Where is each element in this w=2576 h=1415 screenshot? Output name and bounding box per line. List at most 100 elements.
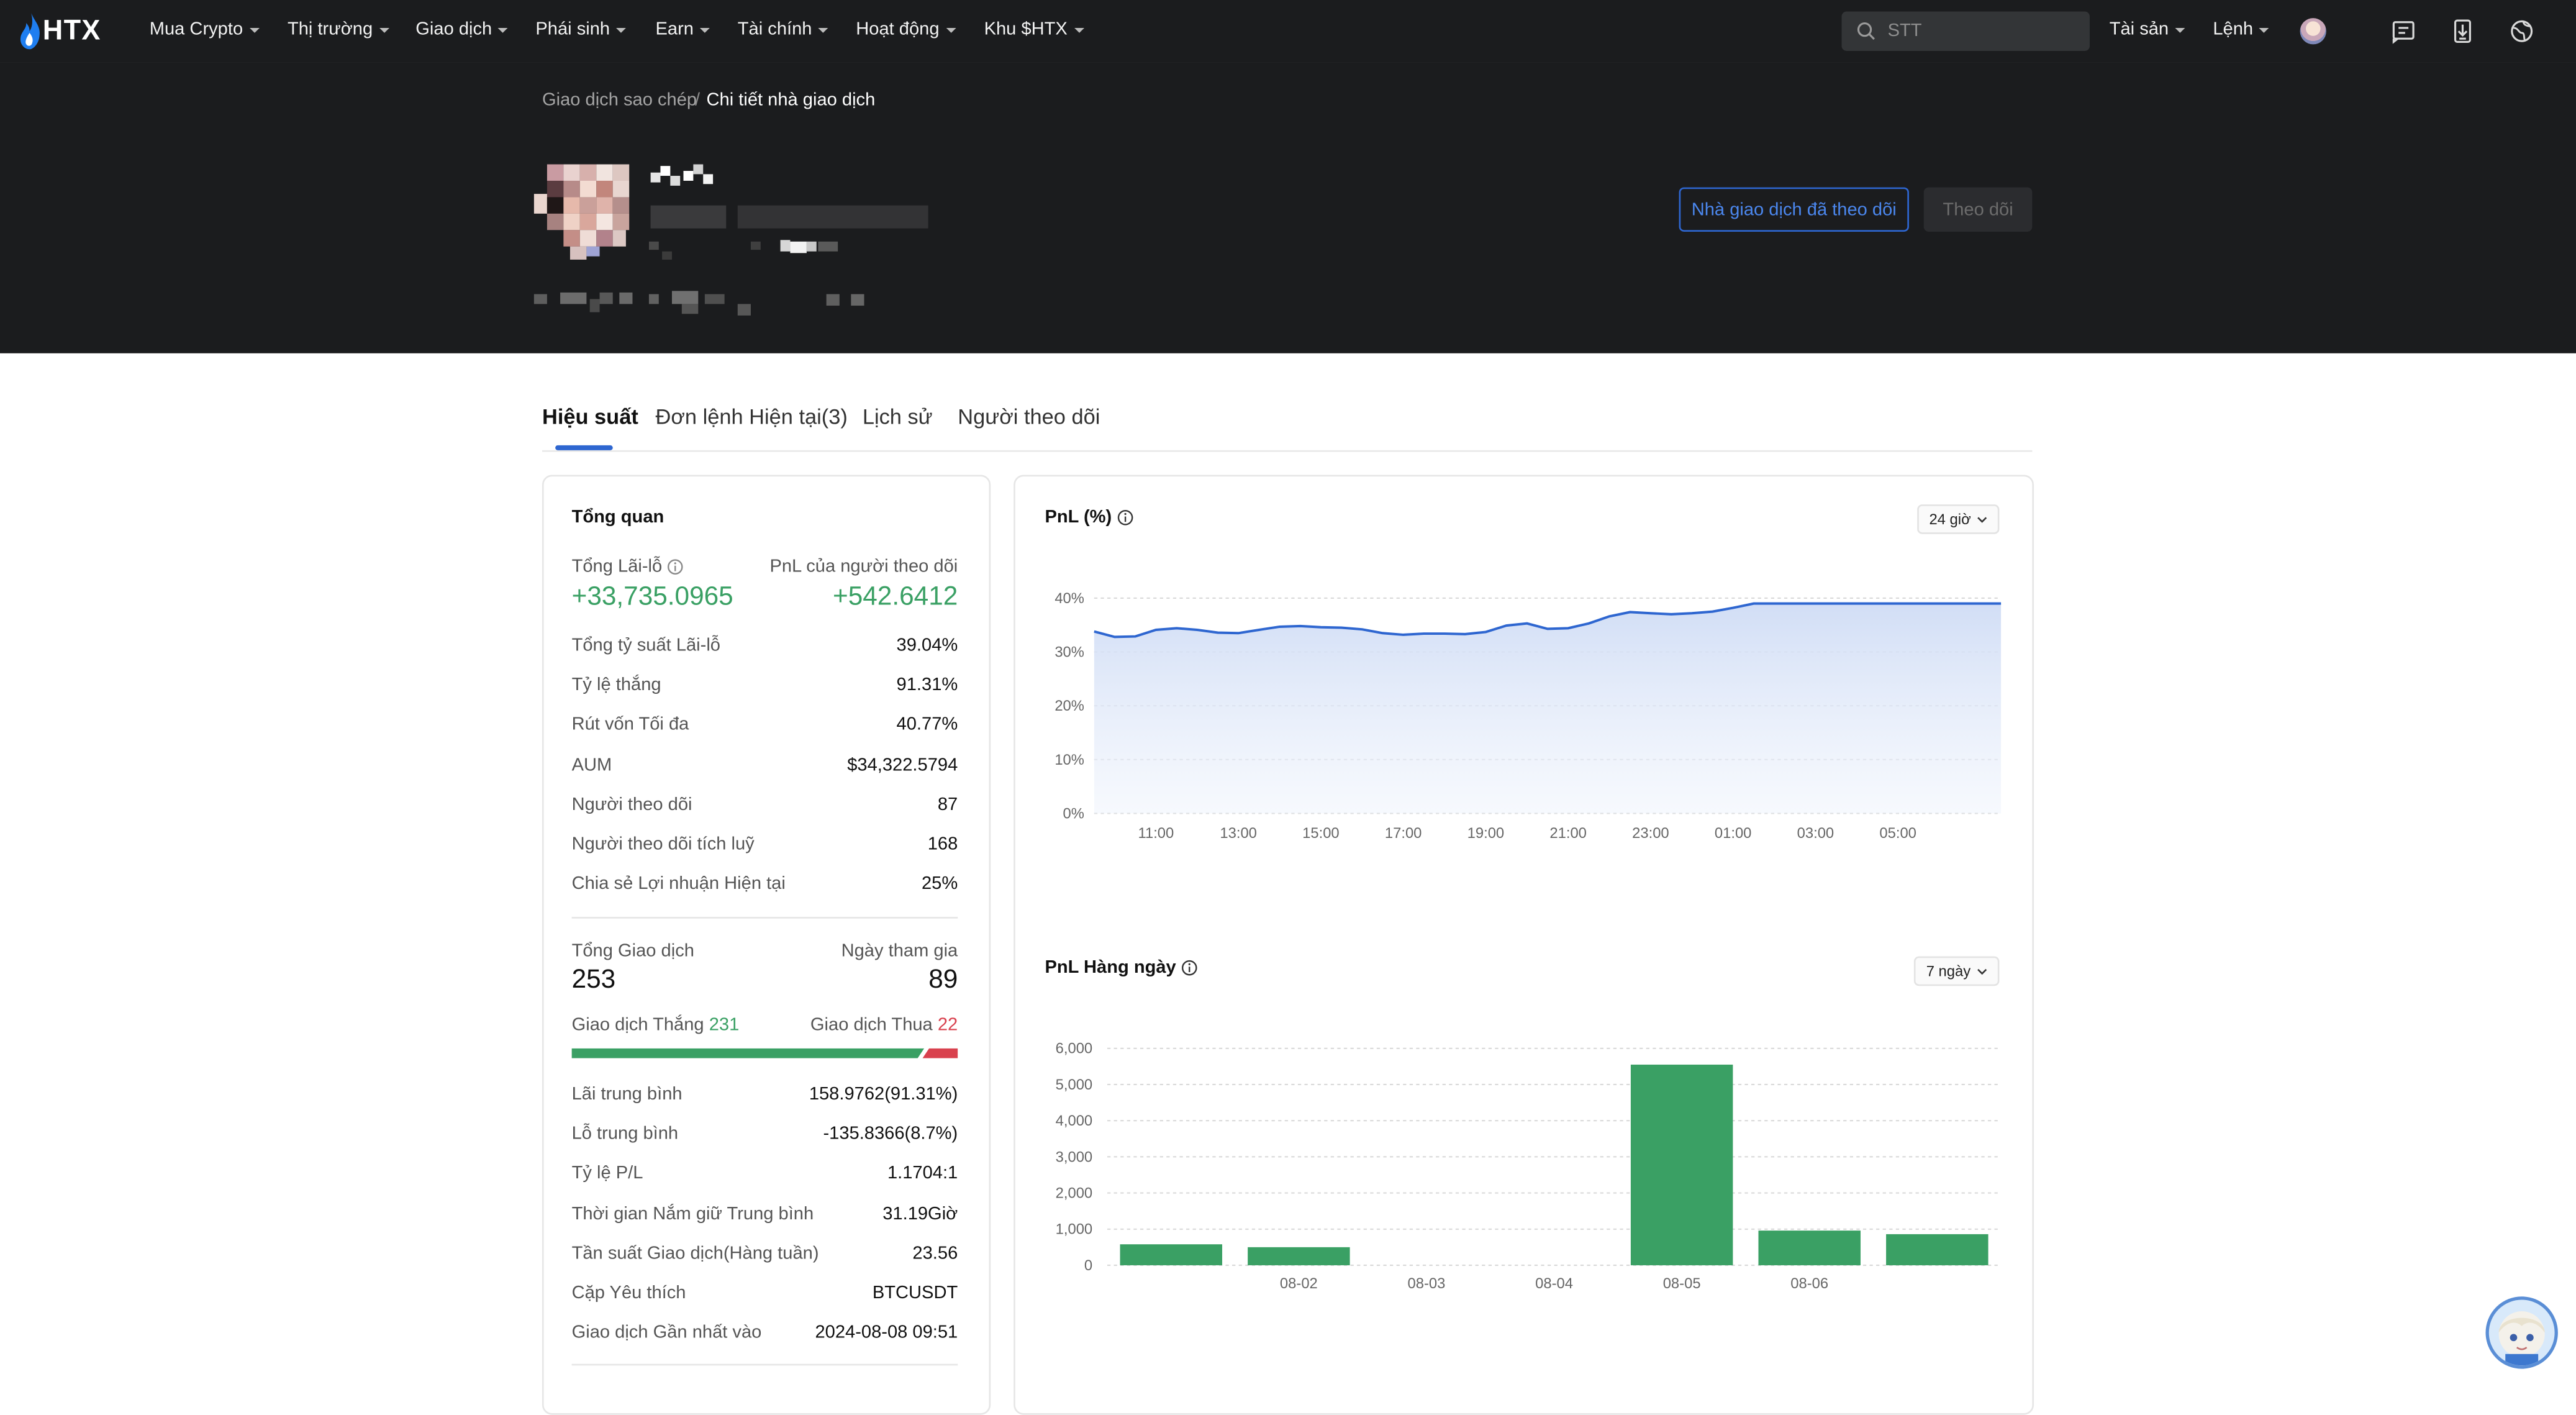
stat-value: 23.56 (912, 1244, 958, 1263)
nav-orders[interactable]: Lệnh (2213, 20, 2270, 39)
search-box[interactable] (1841, 11, 2090, 52)
nav-label: Phái sinh (535, 19, 610, 40)
daily-pnl-bar[interactable] (1248, 1247, 1350, 1265)
globe-icon[interactable] (2509, 18, 2535, 44)
x-tick-label: 11:00 (1138, 825, 1174, 842)
tab-followers[interactable]: Người theo dõi (958, 404, 1100, 429)
stat-value: 31.19Giờ (882, 1204, 958, 1224)
daily-pnl-bar[interactable] (1630, 1064, 1733, 1265)
info-icon[interactable] (1117, 509, 1133, 526)
join-days-label: Ngày tham gia (841, 941, 958, 962)
trader-hero (0, 62, 2576, 353)
follower-pnl-label: PnL của người theo dõi (769, 557, 958, 577)
caret-down-icon (2259, 27, 2270, 33)
caret-down-icon (700, 27, 710, 33)
logo-text: HTX (42, 14, 101, 47)
x-tick-label: 19:00 (1467, 825, 1505, 842)
loss-trades: Giao dịch Thua 22 (810, 1016, 958, 1035)
breadcrumb-current: Chi tiết nhà giao dịch (706, 90, 876, 111)
nav-earn[interactable]: Earn (656, 20, 710, 39)
divider (571, 917, 958, 919)
y-tick-label: 4,000 (1056, 1112, 1093, 1129)
daily-pnl-bar[interactable] (1886, 1234, 1989, 1265)
trader-info-blur (650, 205, 727, 229)
top-navbar: HTX Mua Crypto Thị trường Giao dịch Phái… (0, 0, 2576, 63)
daily-pnl-bar[interactable] (1120, 1244, 1223, 1265)
follow-button[interactable]: Theo dõi (1923, 187, 2033, 232)
stat-label: Người theo dõi tích luỹ (571, 834, 755, 855)
tab-history[interactable]: Lịch sử (862, 404, 933, 429)
stat-label: Rút vốn Tối đa (571, 715, 689, 735)
nav-finance[interactable]: Tài chính (738, 20, 828, 39)
x-tick-label: 17:00 (1385, 825, 1422, 842)
win-loss-ratio-bar (571, 1048, 958, 1058)
daily-pnl-bar[interactable] (1758, 1231, 1861, 1265)
stat-label: Người theo dõi (571, 794, 692, 815)
stat-value: 87 (937, 794, 958, 815)
total-trades-value: 253 (571, 966, 616, 994)
loss-bar-segment (922, 1048, 958, 1058)
daily-range-dropdown[interactable]: 7 ngày (1913, 956, 2000, 986)
x-tick-label: 08-04 (1535, 1275, 1573, 1292)
tab-bar: Hiệu suất Đơn lệnh Hiện tại(3) Lịch sử N… (542, 404, 2033, 452)
y-tick-label: 5,000 (1056, 1076, 1093, 1093)
pnl-range-dropdown[interactable]: 24 giờ (1917, 504, 2000, 534)
y-tick-label: 1,000 (1056, 1221, 1093, 1238)
stat-label: Chia sẻ Lợi nhuận Hiện tại (571, 874, 786, 894)
download-icon[interactable] (2449, 18, 2475, 44)
y-tick-label: 0% (1063, 805, 1084, 822)
htx-logo[interactable]: HTX (20, 13, 101, 50)
daily-pnl-chart[interactable]: 0 1,000 2,000 3,000 4,000 5,000 6,000 08-02 08-0… (1035, 1027, 2021, 1306)
trader-meta-pixelated (648, 240, 838, 260)
nav-htx-zone[interactable]: Khu $HTX (984, 20, 1084, 39)
caret-down-icon (2175, 27, 2185, 33)
nav-buy-crypto[interactable]: Mua Crypto (150, 20, 260, 39)
overview-card (542, 475, 991, 1415)
stat-value: 2024-08-08 09:51 (815, 1323, 958, 1343)
caret-down-icon (379, 27, 389, 33)
tab-performance[interactable]: Hiệu suất (542, 404, 638, 429)
stat-value: BTCUSDT (872, 1283, 958, 1303)
x-tick-label: 21:00 (1549, 825, 1587, 842)
pnl-percent-chart[interactable]: 0% 10% 20% 30% 40% 11:00 13:00 15:00 17:00 19:00 2… (1035, 575, 2021, 855)
y-tick-label: 2,000 (1056, 1185, 1093, 1201)
nav-activities[interactable]: Hoạt động (856, 19, 956, 40)
search-input[interactable] (1887, 16, 2069, 47)
join-days-value: 89 (928, 966, 958, 994)
y-tick-label: 30% (1054, 644, 1084, 660)
pnl-area (1094, 603, 2002, 814)
nav-markets[interactable]: Thị trường (288, 20, 389, 39)
x-tick-label: 08-05 (1663, 1275, 1701, 1292)
support-chat-avatar[interactable] (2485, 1296, 2558, 1369)
tab-current-orders[interactable]: Đơn lệnh Hiện tại(3) (655, 404, 848, 429)
info-icon[interactable] (667, 559, 683, 575)
nav-label: Hoạt động (856, 19, 940, 40)
daily-pnl-title: PnL Hàng ngày (1045, 958, 1197, 978)
info-icon[interactable] (1181, 960, 1197, 976)
support-avatar-icon (2498, 1311, 2545, 1366)
x-tick-label: 08-02 (1280, 1275, 1318, 1292)
breadcrumb-separator: / (695, 90, 701, 111)
win-bar-segment (571, 1048, 925, 1058)
x-tick-label: 01:00 (1715, 825, 1752, 842)
stat-value: -135.8366(8.7%) (823, 1124, 958, 1144)
followed-traders-button[interactable]: Nhà giao dịch đã theo dõi (1679, 187, 1909, 232)
range-label: 7 ngày (1926, 963, 1971, 980)
stat-value: 1.1704:1 (887, 1163, 958, 1184)
nav-assets[interactable]: Tài sản (2110, 20, 2185, 39)
message-icon[interactable] (2390, 18, 2416, 44)
stat-value: $34,322.5794 (847, 755, 958, 775)
nav-trade[interactable]: Giao dịch (415, 20, 509, 39)
stat-value: 158.9762(91.31%) (809, 1084, 958, 1104)
nav-derivatives[interactable]: Phái sinh (535, 19, 627, 40)
win-trades-value: 231 (709, 1015, 740, 1035)
stat-label: AUM (571, 755, 612, 775)
stat-label: Tần suất Giao dịch(Hàng tuần) (571, 1244, 819, 1263)
caret-down-icon (498, 27, 509, 33)
breadcrumb-parent[interactable]: Giao dịch sao chép (542, 90, 697, 111)
active-tab-indicator (555, 445, 613, 450)
x-tick-label: 15:00 (1302, 825, 1340, 842)
caret-down-icon (616, 27, 627, 33)
user-avatar[interactable] (2300, 18, 2326, 45)
total-trades-label: Tổng Giao dịch (571, 941, 694, 962)
